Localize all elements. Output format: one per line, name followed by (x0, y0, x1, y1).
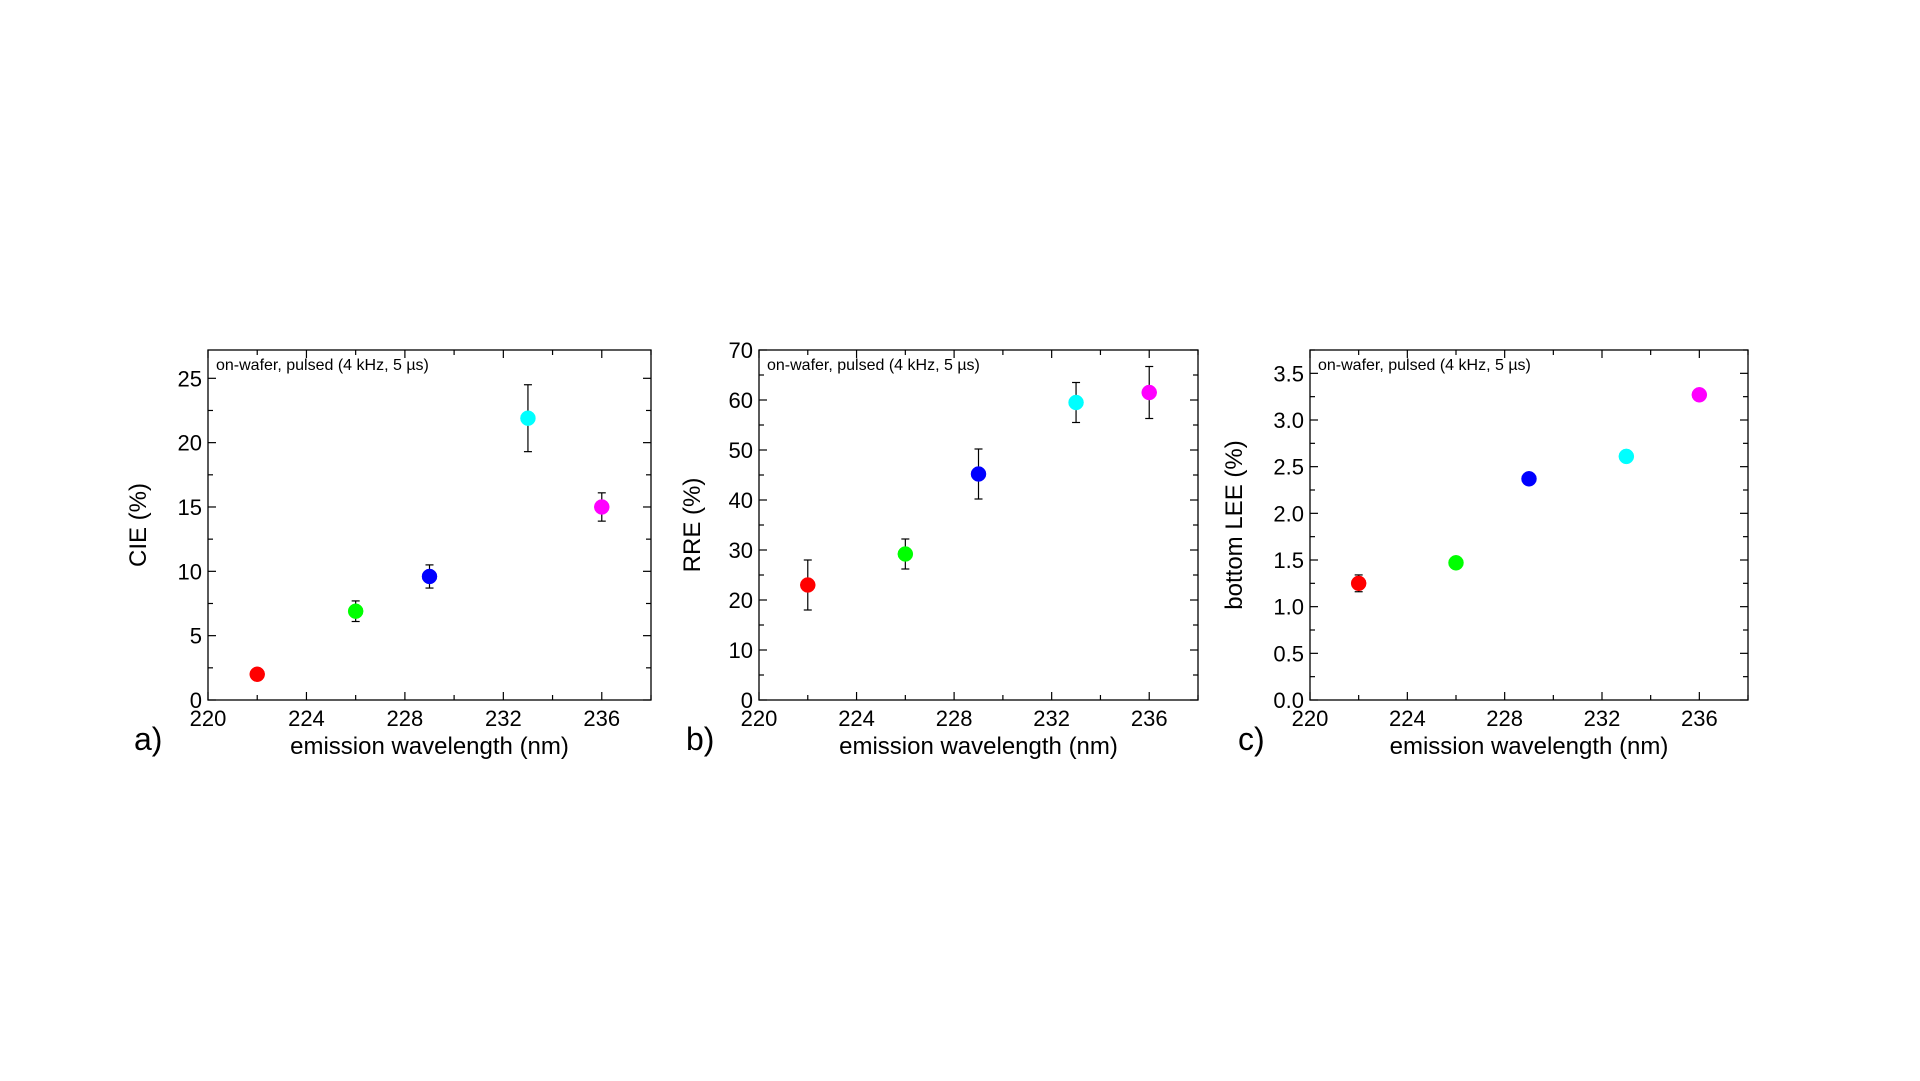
y-tick-label: 0.0 (1273, 688, 1304, 713)
chart-panel-3: 220 224 228 232 236 0.0 0.5 1.0 1.5 2.0 2.5 3.0 3.5 o… (1221, 349, 1749, 760)
data-point (970, 466, 987, 482)
data-point (1691, 387, 1708, 403)
x-tick-label: 232 (485, 706, 522, 731)
plot-frame (207, 349, 652, 701)
y-tick-label: 1.0 (1273, 595, 1304, 620)
y-tick-label: 10 (729, 638, 753, 663)
y-tick-label: 0.5 (1273, 641, 1304, 666)
chart-panel-1: 220 224 228 232 236 0 5 10 15 20 25 on-wafer, pulse… (125, 349, 652, 760)
y-tick-label: 3.0 (1273, 408, 1304, 433)
data-point (800, 577, 816, 593)
y-tick-label: 3.5 (1273, 361, 1304, 386)
annotation: on-wafer, pulsed (4 kHz, 5 µs) (767, 357, 980, 374)
chart-panel-2: 220 224 228 232 236 0 10 20 30 40 50 60 70 on-wafer, … (679, 338, 1199, 760)
data-point (1521, 471, 1537, 487)
x-tick-label: 224 (1389, 706, 1426, 731)
y-tick-label: 20 (178, 431, 202, 456)
y-axis-label: RRE (%) (679, 478, 706, 573)
x-tick-label: 224 (288, 706, 325, 731)
y-tick-label: 70 (729, 338, 753, 363)
data-point (249, 666, 265, 683)
y-tick-label: 5 (190, 624, 202, 649)
x-tick-label: 236 (583, 706, 620, 731)
x-tick-label: 232 (1033, 706, 1070, 731)
x-tick-label: 224 (838, 706, 875, 731)
x-tick-label: 236 (1681, 706, 1718, 731)
data-point (897, 546, 914, 562)
y-tick-label: 2.5 (1273, 455, 1304, 480)
y-tick-label: 10 (178, 559, 202, 584)
y-tick-label: 30 (729, 538, 753, 563)
data-point (1141, 384, 1157, 401)
x-tick-label: 228 (387, 706, 424, 731)
y-axis-label: CIE (%) (125, 483, 152, 567)
x-axis-label: emission wavelength (nm) (290, 733, 569, 760)
y-tick-label: 40 (729, 488, 753, 513)
panel-label: c) (1238, 721, 1265, 757)
x-axis-label: emission wavelength (nm) (1390, 733, 1669, 760)
y-tick-label: 15 (178, 495, 202, 520)
y-tick-label: 60 (729, 388, 753, 413)
y-tick-label: 2.0 (1273, 501, 1304, 526)
data-point (1350, 575, 1367, 592)
data-point (421, 568, 438, 585)
x-tick-label: 220 (1292, 706, 1329, 731)
data-point (347, 603, 364, 619)
x-tick-label: 232 (1584, 706, 1621, 731)
y-tick-label: 1.5 (1273, 548, 1304, 573)
data-point (594, 499, 610, 515)
x-tick-label: 228 (936, 706, 973, 731)
y-tick-label: 20 (729, 588, 753, 613)
panel-label: b) (686, 721, 714, 757)
data-point (1448, 555, 1464, 571)
plot-frame (1309, 349, 1749, 701)
x-tick-label: 220 (190, 706, 227, 731)
y-tick-label: 50 (729, 438, 753, 463)
panel-label: a) (134, 721, 162, 757)
x-tick-label: 236 (1131, 706, 1168, 731)
data-point (520, 410, 536, 426)
data-point (1068, 394, 1084, 411)
annotation: on-wafer, pulsed (4 kHz, 5 µs) (1318, 357, 1531, 374)
y-tick-label: 25 (178, 366, 202, 391)
x-axis-label: emission wavelength (nm) (839, 733, 1118, 760)
y-axis-label: bottom LEE (%) (1221, 440, 1248, 609)
annotation: on-wafer, pulsed (4 kHz, 5 µs) (216, 357, 429, 374)
x-tick-label: 220 (741, 706, 778, 731)
x-tick-label: 228 (1486, 706, 1523, 731)
y-tick-label: 0 (190, 688, 202, 713)
y-tick-label: 0 (741, 688, 753, 713)
plot-frame (758, 349, 1199, 701)
data-point (1618, 448, 1635, 465)
